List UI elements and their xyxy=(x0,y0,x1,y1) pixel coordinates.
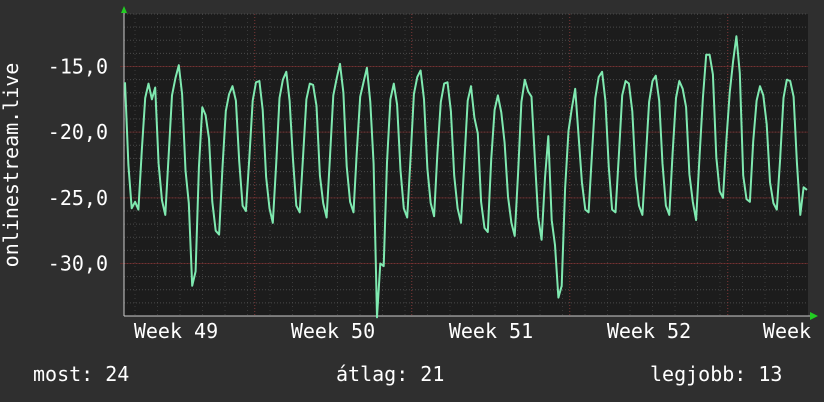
y-tick-marks xyxy=(120,66,808,264)
x-axis-arrow xyxy=(810,312,818,320)
vertical-grid xyxy=(134,14,788,316)
y-tick-label: -25,0 xyxy=(48,186,108,210)
x-tick-label: Week 52 xyxy=(607,319,691,343)
stat-best: legjobb: 13 xyxy=(650,362,783,386)
stat-average: átlag: 21 xyxy=(336,362,445,386)
y-axis-label: onlinestream.live xyxy=(0,63,23,268)
x-tick-labels: Week 49 Week 50 Week 51 Week 52 Week xyxy=(134,319,811,343)
plot-area xyxy=(124,14,808,316)
y-tick-label: -30,0 xyxy=(48,251,108,275)
series-line xyxy=(124,35,808,319)
y-tick-label: -20,0 xyxy=(48,120,108,144)
stat-current: most: 24 xyxy=(33,362,130,386)
x-tick-label: Week 49 xyxy=(134,319,218,343)
data-series xyxy=(124,35,808,319)
x-tick-label: Week 51 xyxy=(449,319,533,343)
y-tick-labels: -15,0 -20,0 -25,0 -30,0 xyxy=(48,55,108,276)
y-axis-arrow xyxy=(121,6,127,13)
x-tick-label: Week 50 xyxy=(291,319,375,343)
x-tick-label: Week xyxy=(763,319,811,343)
y-tick-label: -15,0 xyxy=(48,55,108,79)
